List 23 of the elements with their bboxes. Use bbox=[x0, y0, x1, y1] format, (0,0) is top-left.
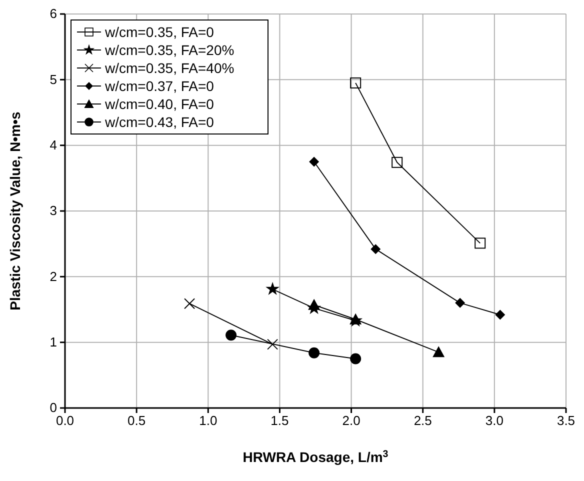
legend-label: w/cm=0.35, FA=20% bbox=[104, 42, 234, 58]
x-tick-label: 1.0 bbox=[199, 413, 218, 428]
legend-label: w/cm=0.43, FA=0 bbox=[104, 114, 214, 130]
legend-label: w/cm=0.35, FA=40% bbox=[104, 60, 234, 76]
y-tick-label: 2 bbox=[50, 268, 57, 284]
x-tick-label: 0.5 bbox=[128, 413, 146, 428]
legend-label: w/cm=0.40, FA=0 bbox=[104, 96, 214, 112]
y-tick-label: 0 bbox=[50, 400, 57, 416]
y-tick-label: 3 bbox=[50, 203, 57, 218]
x-tick-label: 0.0 bbox=[56, 413, 74, 428]
y-tick-label: 1 bbox=[50, 334, 57, 350]
y-tick-label: 5 bbox=[50, 72, 57, 87]
x-axis-title: HRWRA Dosage, L/m$^{3}$ bbox=[242, 448, 389, 465]
legend-label: w/cm=0.37, FA=0 bbox=[104, 78, 214, 94]
x-tick-label: 2.0 bbox=[342, 413, 360, 428]
legend-label: w/cm=0.35, FA=0 bbox=[104, 24, 214, 40]
y-tick-label: 4 bbox=[50, 137, 57, 152]
y-tick-label: 6 bbox=[50, 6, 57, 22]
x-tick-label: 2.5 bbox=[414, 413, 432, 428]
x-tick-label: 3.0 bbox=[485, 413, 504, 428]
y-axis-title: Plastic Viscosity Value, N•m•s bbox=[7, 111, 23, 310]
x-tick-label: 1.5 bbox=[270, 413, 289, 428]
x-tick-label: 3.5 bbox=[556, 413, 576, 428]
